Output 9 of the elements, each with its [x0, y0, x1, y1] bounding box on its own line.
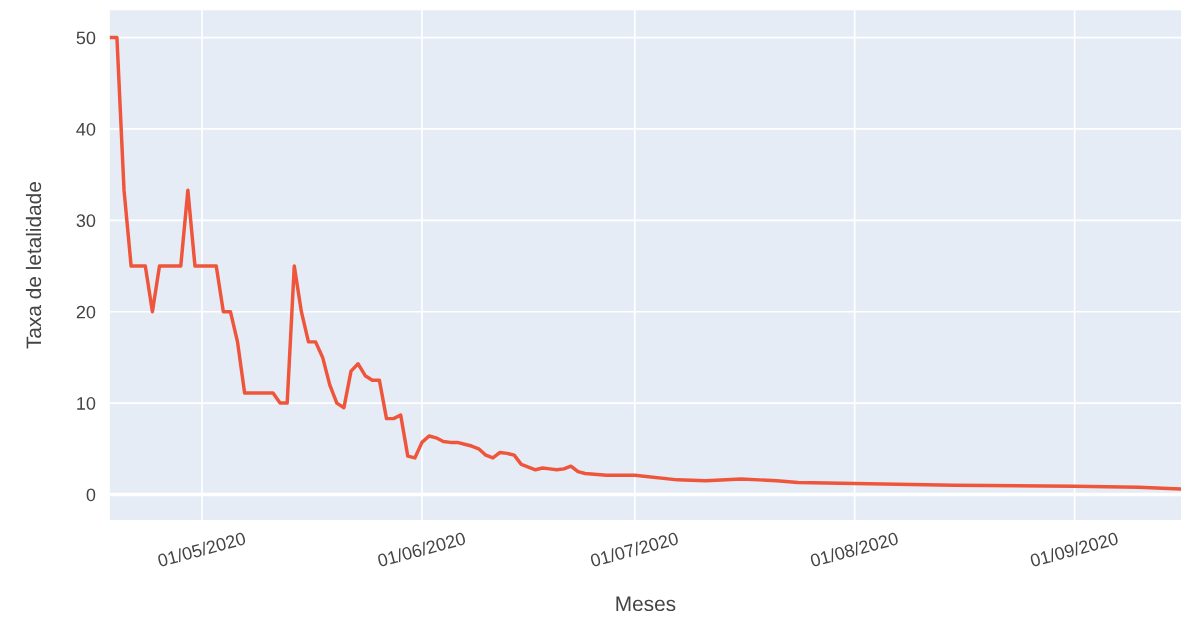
- y-tick-label: 40: [76, 122, 96, 136]
- x-axis-title: Meses: [616, 596, 676, 612]
- y-tick-label: 50: [76, 31, 96, 45]
- y-axis-title: Taxa de letalidade: [25, 182, 42, 349]
- y-tick-label: 30: [76, 214, 96, 228]
- y-tick-label: 20: [76, 305, 96, 319]
- y-tick-label: 0: [86, 488, 96, 502]
- y-tick-label: 10: [77, 397, 96, 410]
- line-series: [109, 35, 1181, 491]
